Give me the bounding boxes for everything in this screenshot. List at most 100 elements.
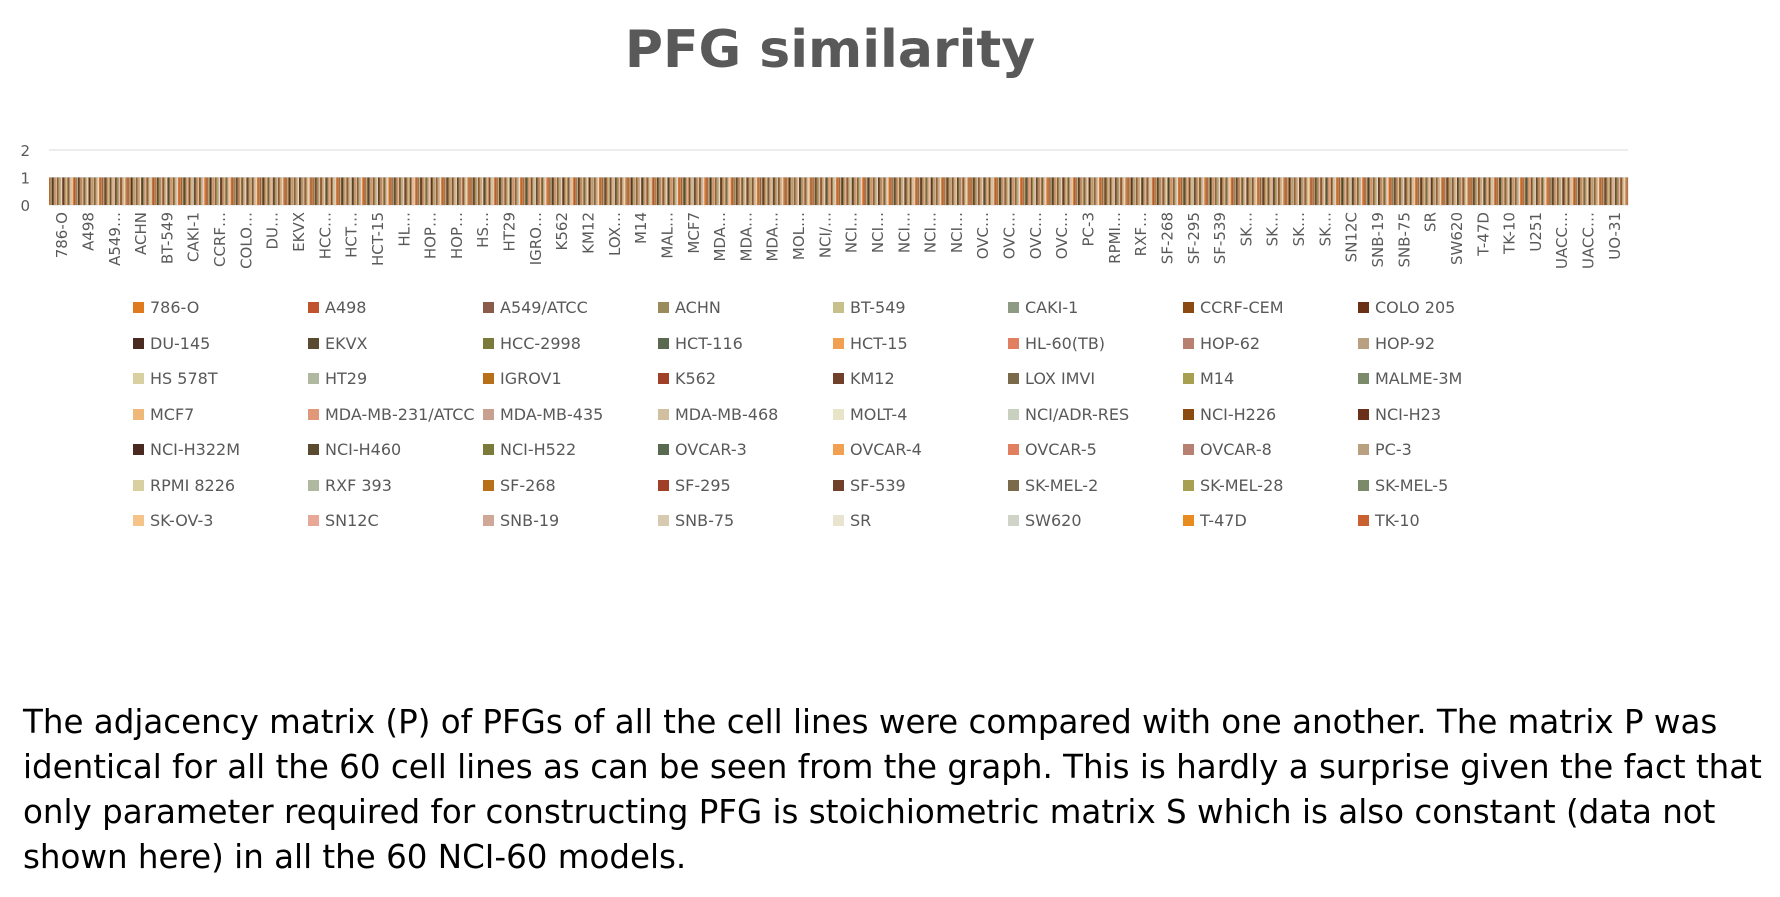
bar (629, 177, 631, 205)
bar (58, 177, 60, 205)
bar (994, 177, 996, 205)
bar (69, 177, 70, 205)
bar (633, 177, 635, 205)
bar (845, 177, 846, 205)
bar (498, 177, 499, 205)
bar (737, 177, 738, 205)
bar (522, 177, 523, 205)
bar (1115, 177, 1116, 205)
bar (1419, 177, 1420, 205)
bar (1384, 177, 1386, 205)
bar (797, 177, 799, 205)
bar (273, 177, 274, 205)
bar (563, 177, 564, 205)
bar (717, 177, 719, 205)
bar (131, 177, 133, 205)
bar (1627, 177, 1628, 205)
bar (902, 177, 904, 205)
bar (999, 177, 1000, 205)
bar (307, 177, 308, 205)
bar (1130, 177, 1132, 205)
bar (1371, 177, 1373, 205)
bar (1618, 177, 1619, 205)
bar (445, 177, 447, 205)
bar (1199, 177, 1201, 205)
bar (1547, 177, 1549, 205)
bar (50, 177, 51, 205)
bar (144, 177, 146, 205)
bar (1623, 177, 1624, 205)
bar (1418, 177, 1420, 205)
bar (996, 177, 997, 205)
bar (287, 177, 289, 205)
bar (862, 177, 864, 205)
bar (64, 177, 65, 205)
bar (197, 177, 199, 205)
bar (1307, 177, 1308, 205)
bar (703, 177, 704, 205)
bar (847, 177, 848, 205)
bar (1146, 177, 1147, 205)
bar (892, 177, 893, 205)
bar (1282, 177, 1283, 205)
bar (442, 177, 444, 205)
x-tick-label: HCT-15 (369, 212, 387, 266)
bar (920, 177, 922, 205)
bar (511, 177, 513, 205)
bar (1494, 177, 1496, 205)
bar (409, 177, 411, 205)
bar (1002, 177, 1003, 205)
bar (1321, 177, 1323, 205)
bar (1304, 177, 1306, 205)
legend-item: SF-539 (833, 468, 1008, 504)
bar (543, 177, 544, 205)
bar (251, 177, 252, 205)
bar (796, 177, 798, 205)
bar (478, 177, 480, 205)
bar (803, 177, 805, 205)
bar (1056, 177, 1058, 205)
bar (188, 177, 189, 205)
bar (857, 177, 859, 205)
bar (431, 177, 433, 205)
bar (181, 177, 182, 205)
bar (692, 177, 694, 205)
bar (1204, 177, 1205, 205)
bar (455, 177, 456, 205)
bar (1006, 177, 1008, 205)
bar (206, 177, 208, 205)
bar (186, 177, 188, 205)
bar (650, 177, 652, 205)
bar (1167, 177, 1169, 205)
x-tick-label: HL… (395, 212, 413, 247)
bar (1265, 177, 1266, 205)
bar (617, 177, 619, 205)
bar (819, 177, 821, 205)
bar (814, 177, 816, 205)
bar (492, 177, 494, 205)
bar (104, 177, 105, 205)
bar (1272, 177, 1273, 205)
bar (1150, 177, 1151, 205)
legend-label: RPMI 8226 (150, 475, 236, 495)
bar (462, 177, 463, 205)
bar (1354, 177, 1355, 205)
bar (1366, 177, 1367, 205)
bar (1327, 177, 1329, 205)
bar (62, 177, 63, 205)
bar (1456, 177, 1458, 205)
bar (759, 177, 761, 205)
bar (1264, 177, 1265, 205)
bar (1335, 177, 1337, 205)
bar (1250, 177, 1251, 205)
bar (1280, 177, 1281, 205)
bar (949, 177, 951, 205)
bar (329, 177, 331, 205)
bar (955, 177, 956, 205)
bar (794, 177, 795, 205)
bar (461, 177, 463, 205)
bar (1308, 177, 1310, 205)
bar (985, 177, 986, 205)
legend-label: HL-60(TB) (1025, 333, 1106, 353)
bar (1558, 177, 1559, 205)
